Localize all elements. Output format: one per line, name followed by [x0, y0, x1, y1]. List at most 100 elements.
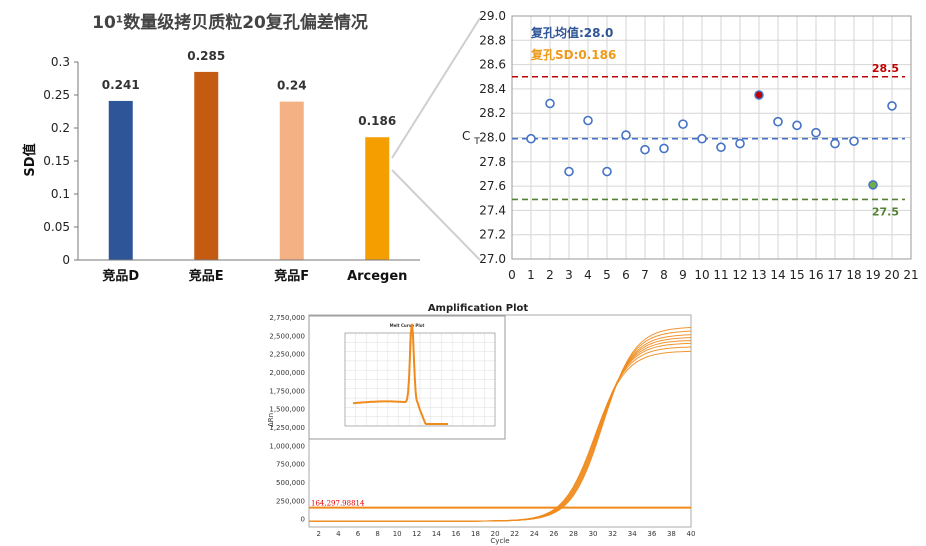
ct-point — [811, 127, 821, 138]
amp-y-tick-label: 750,000 — [276, 461, 305, 469]
ct-point-highlight — [754, 90, 764, 100]
amp-x-tick-label: 36 — [647, 530, 656, 538]
amp-x-tick-label: 14 — [432, 530, 441, 538]
amp-y-tick-label: 2,750,000 — [269, 314, 305, 322]
bar-竞品D — [108, 100, 133, 260]
ct-x-tick-label: 19 — [865, 268, 880, 282]
ct-point — [583, 115, 593, 126]
amp-threshold-label: 164,297.98814 — [311, 500, 365, 508]
amp-x-tick-label: 10 — [393, 530, 402, 538]
bar-Arcegen — [365, 137, 390, 260]
amp-y-tick-label: 2,500,000 — [269, 332, 305, 340]
bar-y-tick-label: 0.05 — [43, 220, 70, 234]
zoom-connector-bottom — [391, 169, 481, 261]
amp-x-tick-label: 32 — [608, 530, 617, 538]
amp-x-tick-label: 34 — [628, 530, 637, 538]
ct-x-tick-label: 2 — [546, 268, 554, 282]
ct-sd-annotation: 复孔SD:0.186 — [530, 47, 616, 62]
ct-y-tick-label: 28.2 — [479, 106, 506, 120]
amp-x-tick-label: 6 — [356, 530, 361, 538]
ct-x-tick-label: 7 — [641, 268, 649, 282]
amp-y-tick-label: 1,500,000 — [269, 406, 305, 414]
amp-y-tick-label: 1,250,000 — [269, 424, 305, 432]
ct-x-tick-label: 12 — [732, 268, 747, 282]
bar-y-tick-label: 0.2 — [51, 121, 70, 135]
ct-x-tick-label: 3 — [565, 268, 573, 282]
ct-x-tick-label: 16 — [808, 268, 823, 282]
ct-y-tick-label: 29.0 — [479, 9, 506, 23]
ct-x-tick-label: 14 — [770, 268, 785, 282]
amp-x-tick-label: 40 — [687, 530, 696, 538]
ct-point — [887, 101, 897, 111]
bar-chart-title: 10¹数量级拷贝质粒20复孔偏差情况 — [92, 12, 368, 33]
ct-point — [545, 98, 555, 109]
sd-bar-chart: 10¹数量级拷贝质粒20复孔偏差情况 SD值 0 0.05 0.1 0.15 0.2 0.… — [22, 12, 420, 284]
bar-竞品E — [194, 71, 219, 261]
ct-point — [792, 120, 802, 131]
ct-point — [602, 166, 612, 177]
inset-title: Melt Curve Plot — [390, 323, 425, 328]
amp-x-tick-label: 38 — [667, 530, 676, 538]
ct-y-tick-label: 28.0 — [479, 131, 506, 145]
amp-x-axis-label: Cycle — [490, 537, 509, 545]
bar-y-tick-label: 0.3 — [51, 55, 70, 69]
amp-y-axis-label: ΔRn — [267, 413, 275, 427]
ct-y-tick-label: 27.2 — [479, 228, 506, 242]
ct-x-tick-label: 18 — [846, 268, 861, 282]
ct-point — [526, 133, 536, 144]
amp-x-tick-label: 12 — [412, 530, 421, 538]
ct-point — [564, 166, 574, 177]
ct-reference-label: 27.5 — [872, 205, 899, 218]
ct-mean-annotation: 复孔均值:28.0 — [530, 25, 613, 40]
ct-y-tick-label: 27.6 — [479, 179, 506, 193]
ct-point-highlight — [868, 180, 878, 190]
amplification-plot: Amplification Plot 0 250,000 500,000 750,00… — [267, 303, 695, 545]
bar-value-label: 0.186 — [358, 114, 396, 128]
ct-point — [697, 133, 707, 144]
ct-x-tick-label: 15 — [789, 268, 804, 282]
ct-x-tick-label: 4 — [584, 268, 592, 282]
ct-y-tick-label: 27.8 — [479, 155, 506, 169]
ct-y-axis-label: C T — [462, 129, 480, 147]
bar-y-tick-label: 0.25 — [43, 88, 70, 102]
amp-x-tick-label: 4 — [336, 530, 341, 538]
ct-plot-frame — [511, 15, 912, 260]
ct-point — [773, 116, 783, 127]
ct-y-tick-label: 27.4 — [479, 203, 506, 217]
inset-frame — [308, 315, 506, 440]
bar-竞品F — [279, 101, 304, 260]
amp-x-tick-label: 28 — [569, 530, 578, 538]
ct-point — [716, 142, 726, 153]
ct-x-tick-label: 11 — [713, 268, 728, 282]
ct-x-tick-label: 6 — [622, 268, 630, 282]
amp-y-tick-label: 1,000,000 — [269, 442, 305, 450]
ct-scatter-chart: 27.0 27.2 27.4 27.6 27.8 28.0 28.2 28.4 28.6 28.8… — [462, 9, 919, 282]
ct-point — [621, 130, 631, 140]
amp-x-tick-label: 2 — [317, 530, 321, 538]
ct-x-tick-label: 21 — [903, 268, 918, 282]
amp-y-tick-label: 0 — [301, 516, 305, 524]
bar-value-label: 0.241 — [102, 78, 140, 92]
ct-point — [659, 143, 669, 154]
amp-y-tick-label: 500,000 — [276, 479, 305, 487]
bar-y-tick-label: 0.1 — [51, 187, 70, 201]
bar-y-tick-label: 0 — [62, 253, 70, 267]
amp-x-tick-label: 24 — [530, 530, 539, 538]
ct-x-tick-label: 5 — [603, 268, 611, 282]
ct-x-tick-label: 20 — [884, 268, 899, 282]
amp-x-tick-label: 22 — [510, 530, 519, 538]
ct-x-tick-label: 13 — [751, 268, 766, 282]
melt-curve-inset: Melt Curve Plot — [308, 315, 506, 440]
ct-point — [830, 138, 840, 149]
amp-x-tick-label: 8 — [375, 530, 379, 538]
ct-point — [678, 119, 688, 129]
ct-x-tick-label: 0 — [508, 268, 516, 282]
amp-x-tick-label: 26 — [549, 530, 558, 538]
amp-y-tick-label: 2,250,000 — [269, 351, 305, 359]
amp-x-tick-label: 20 — [491, 530, 500, 538]
ct-y-tick-label: 28.6 — [479, 58, 506, 72]
amp-curve — [309, 327, 692, 522]
ct-x-tick-label: 1 — [527, 268, 535, 282]
amp-title: Amplification Plot — [428, 303, 529, 314]
